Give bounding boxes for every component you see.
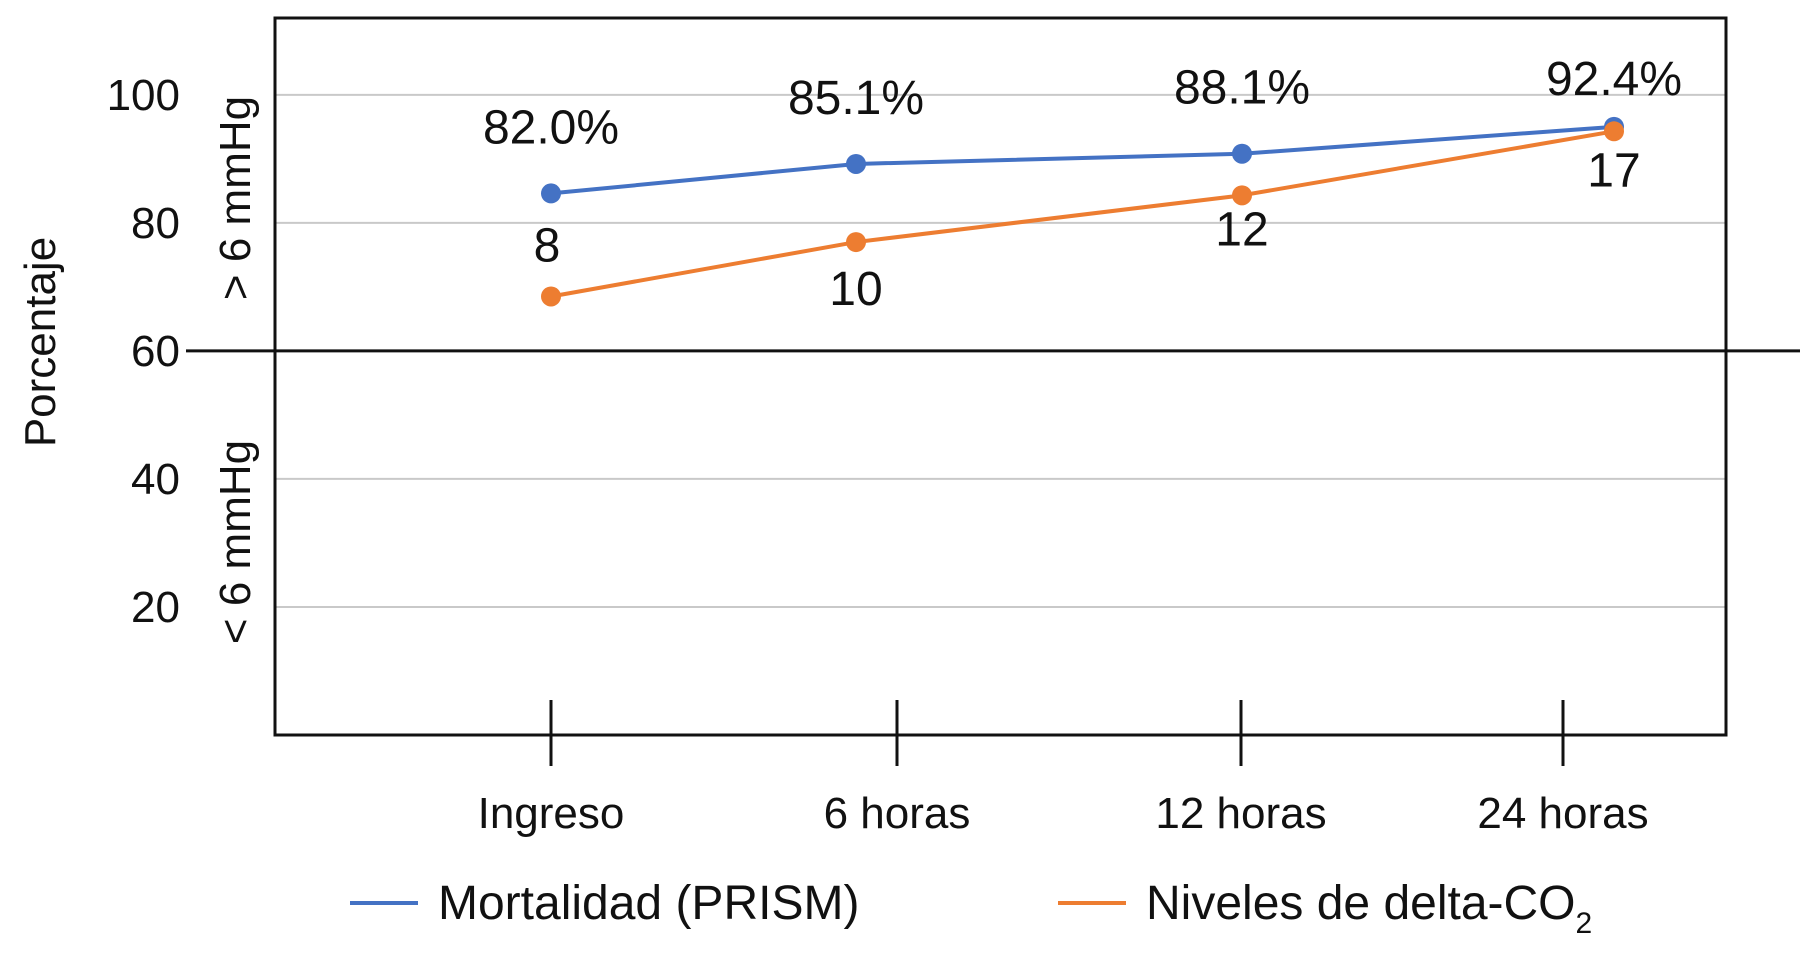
delta-co2-label-2: 12 xyxy=(1215,203,1268,256)
series-0-point-1 xyxy=(846,153,866,174)
series-line-1 xyxy=(549,129,1616,299)
delta-co2-label-1: 10 xyxy=(829,263,882,316)
upper-threshold-label: > 6 mmHg xyxy=(211,96,260,300)
legend-label-mortalidad: Mortalidad (PRISM) xyxy=(438,877,859,930)
series-0-point-2 xyxy=(1232,143,1252,164)
gridlines xyxy=(275,93,1726,608)
y-tick-label-100: 100 xyxy=(107,71,180,120)
series-1-point-1 xyxy=(846,232,866,253)
series-1-point-3 xyxy=(1604,121,1624,142)
y-axis-ticks: 100 80 60 40 20 xyxy=(107,71,180,632)
x-tick-label-0: Ingreso xyxy=(478,789,625,838)
y-tick-label-20: 20 xyxy=(131,583,180,632)
legend: Mortalidad (PRISM) Niveles de delta-CO2 xyxy=(350,877,1592,940)
series-1-point-0 xyxy=(541,286,561,307)
mortalidad-label-0: 82.0% xyxy=(483,101,619,154)
series-1-point-2 xyxy=(1232,185,1252,206)
mortalidad-label-2: 88.1% xyxy=(1174,62,1310,115)
data-labels: 82.0% 85.1% 88.1% 92.4% 8 10 12 17 xyxy=(483,53,1682,316)
mortalidad-label-1: 85.1% xyxy=(788,72,924,125)
plot-frame xyxy=(273,16,1728,737)
mortalidad-label-3: 92.4% xyxy=(1546,53,1682,106)
x-axis-ticks: Ingreso 6 horas 12 horas 24 horas xyxy=(478,700,1649,838)
y-tick-label-60: 60 xyxy=(131,327,180,376)
series-0-point-0 xyxy=(541,183,561,204)
lower-threshold-label: < 6 mmHg xyxy=(211,440,260,644)
series-layer xyxy=(541,116,1624,307)
delta-co2-label-3: 17 xyxy=(1587,144,1640,197)
delta-co2-label-0: 8 xyxy=(534,219,561,272)
x-tick-label-1: 6 horas xyxy=(824,789,971,838)
x-tick-label-3: 24 horas xyxy=(1477,789,1648,838)
y-tick-label-40: 40 xyxy=(131,455,180,504)
y-axis-title: Porcentaje xyxy=(16,237,65,447)
series-line-0 xyxy=(549,124,1616,196)
y-tick-label-80: 80 xyxy=(131,199,180,248)
legend-label-delta-co2: Niveles de delta-CO2 xyxy=(1146,877,1592,940)
x-tick-label-2: 12 horas xyxy=(1155,789,1326,838)
